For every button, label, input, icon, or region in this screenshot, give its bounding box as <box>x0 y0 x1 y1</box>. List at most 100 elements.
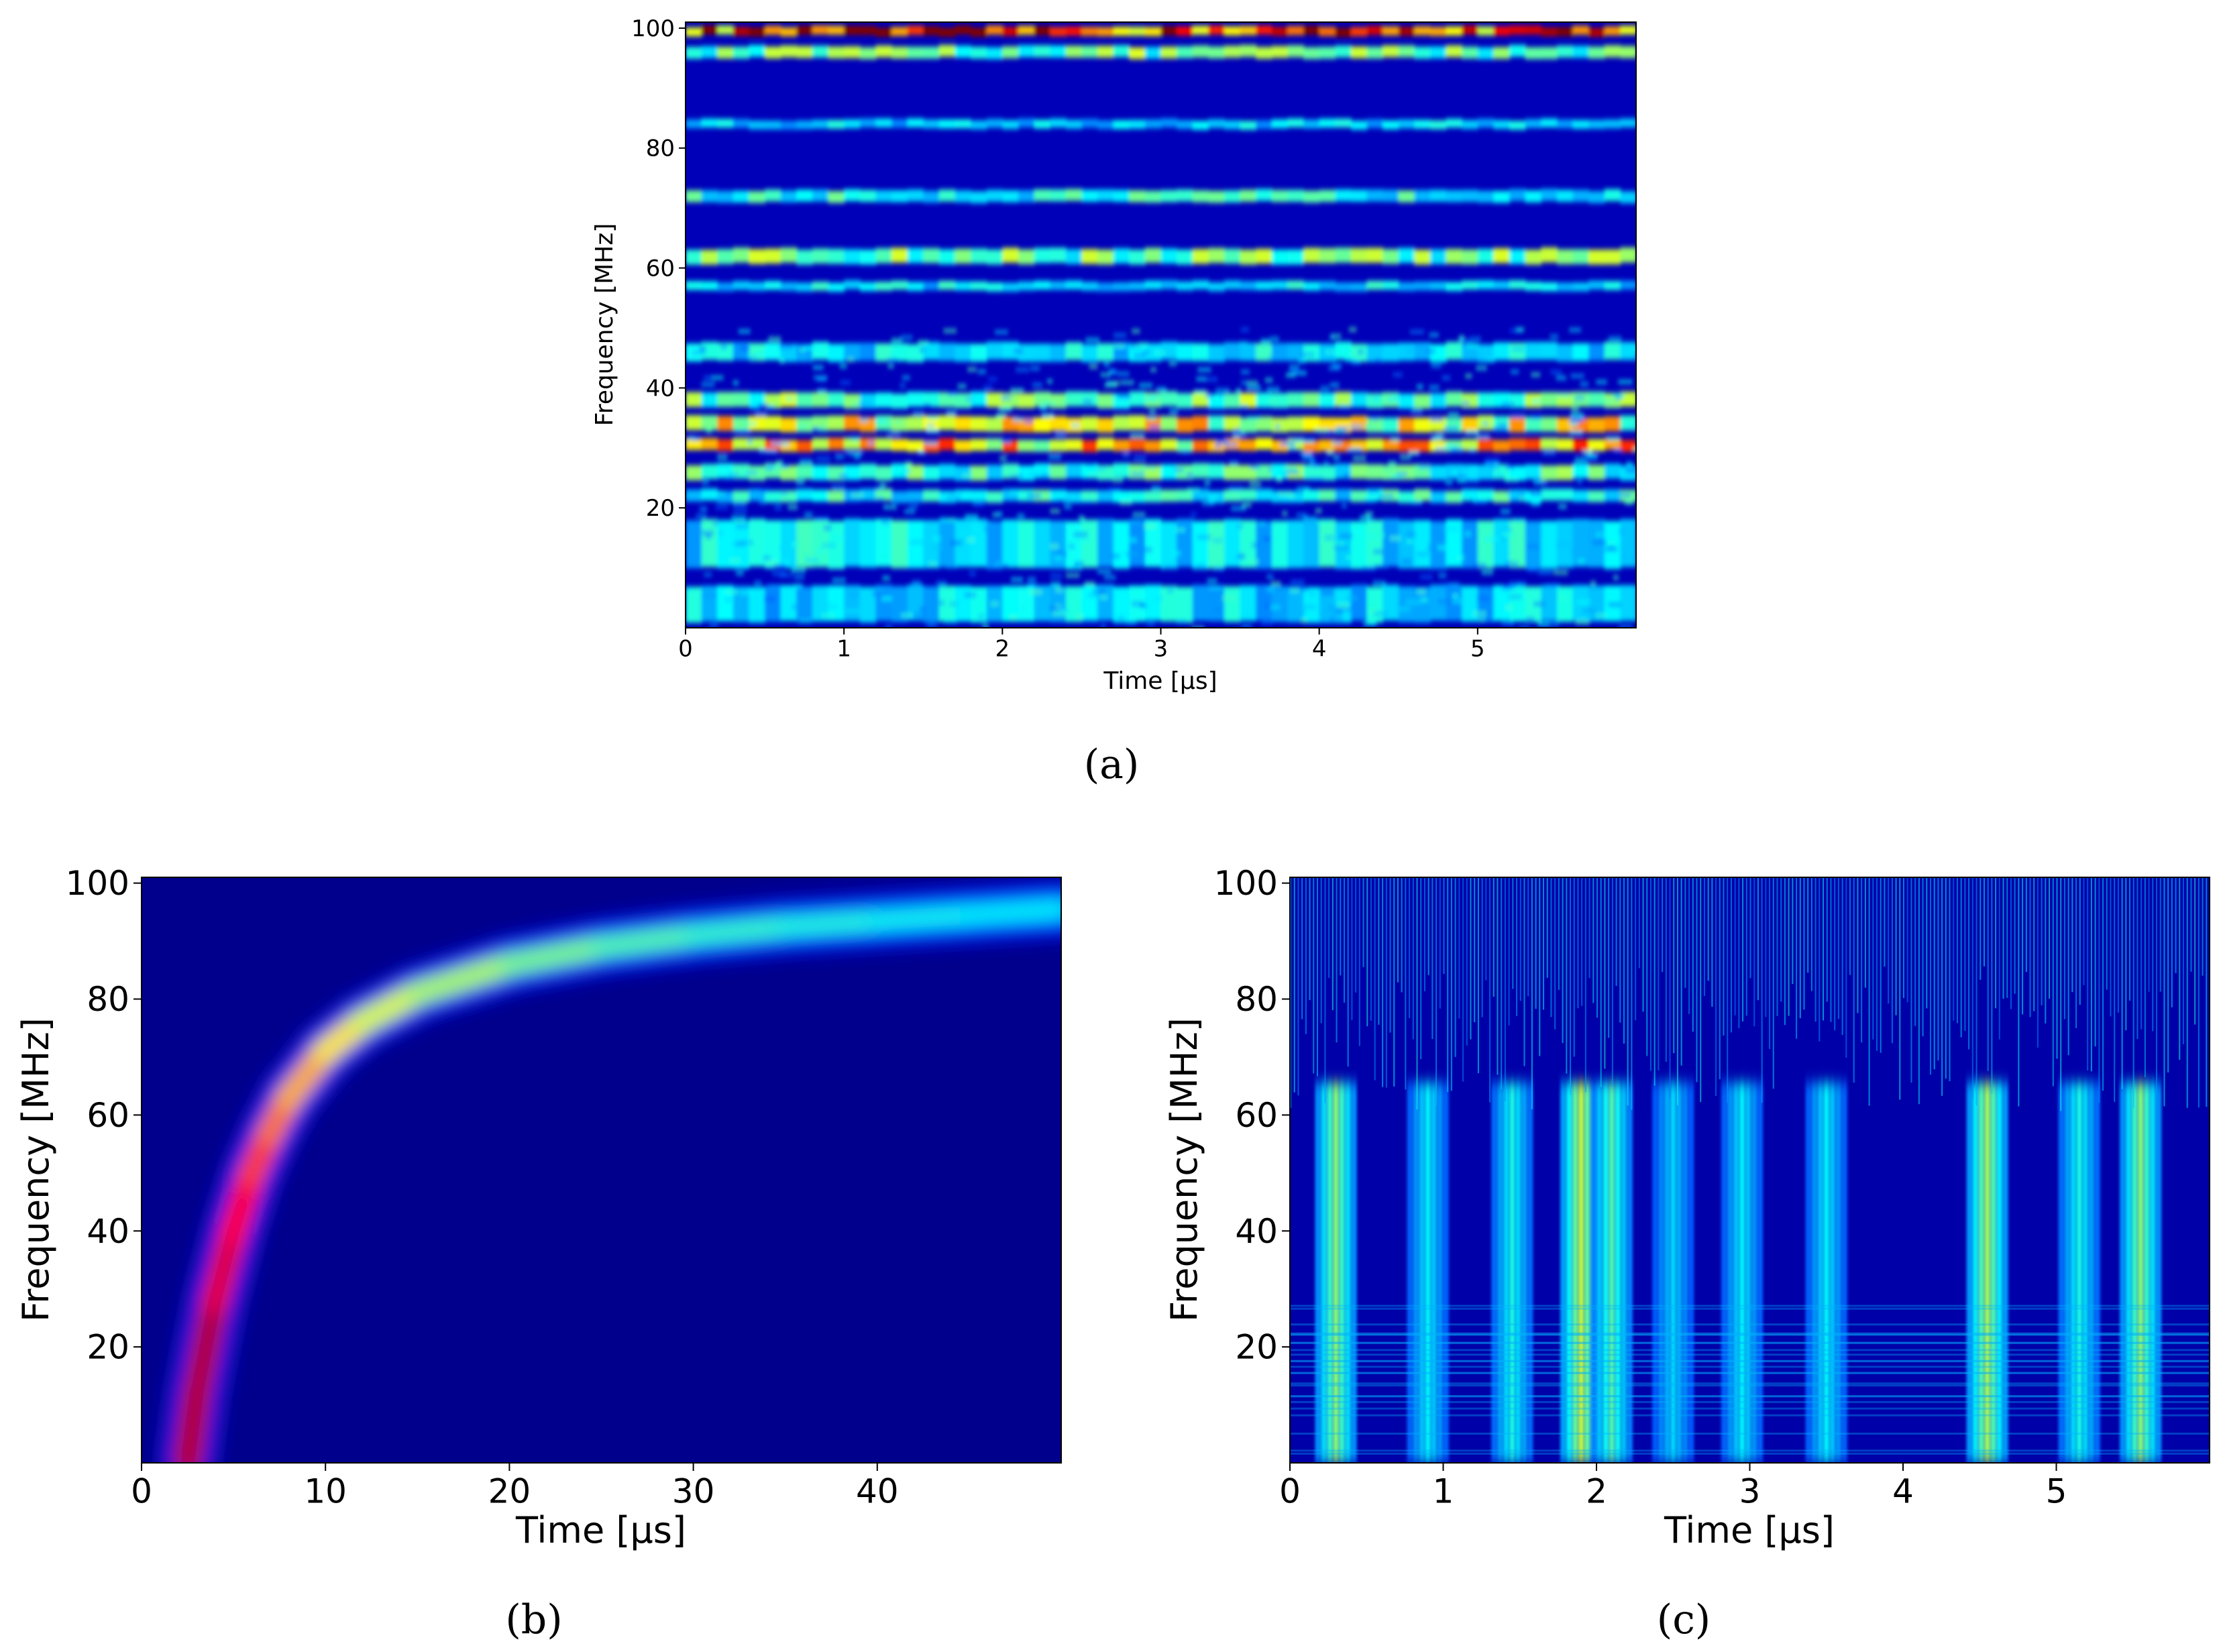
band-segment-a <box>780 27 798 37</box>
y-tick-label-b: 80 <box>87 980 129 1019</box>
x-tick-label-a: 3 <box>1154 635 1169 662</box>
band-segment-a <box>1350 189 1368 202</box>
texture-speck-a <box>854 455 861 459</box>
texture-speck-a <box>839 365 847 368</box>
texture-speck-a <box>1209 586 1222 589</box>
texture-speck-a <box>1016 368 1030 372</box>
band-segment-a <box>1287 392 1305 407</box>
texture-speck-a <box>1327 607 1340 610</box>
band-segment-a <box>1541 520 1558 569</box>
texture-speck-a <box>1233 433 1246 436</box>
texture-stripe-c <box>1753 877 1755 1027</box>
texture-stripe-c <box>1427 877 1429 975</box>
texture-stripe-c <box>2033 877 2035 1011</box>
band-segment-a <box>1429 393 1447 408</box>
texture-stripe-c <box>1849 877 1851 975</box>
band-segment-a <box>717 416 734 431</box>
texture-speck-a <box>1352 457 1366 460</box>
texture-speck-a <box>939 518 946 521</box>
texture-speck-a <box>1554 571 1568 574</box>
band-segment-a <box>986 417 1004 432</box>
burst-column-c <box>1978 1082 1984 1463</box>
texture-speck-a <box>914 614 926 618</box>
x-axis-label-c: Time [μs] <box>1664 1509 1835 1551</box>
texture-speck-a <box>1213 567 1225 570</box>
texture-speck-a <box>1556 376 1566 380</box>
texture-stripe-c <box>1884 877 1886 967</box>
burst-column-c <box>1664 1082 1670 1463</box>
band-segment-a <box>1350 27 1368 36</box>
band-segment-a <box>1366 247 1384 263</box>
texture-speck-a <box>760 489 771 492</box>
texture-speck-a <box>1505 562 1518 565</box>
band-segment-a <box>765 25 781 35</box>
texture-stripe-c <box>1757 877 1759 1001</box>
burst-column-c <box>1431 1082 1437 1463</box>
texture-stripe-c <box>1788 877 1790 1016</box>
texture-speck-a <box>1420 575 1433 579</box>
texture-speck-a <box>874 486 883 490</box>
y-tick-label-b: 100 <box>66 864 129 903</box>
band-segment-a <box>1002 586 1019 622</box>
texture-stripe-c <box>1857 877 1859 1013</box>
texture-speck-a <box>739 346 750 349</box>
band-segment-a <box>733 392 750 407</box>
texture-stripe-c <box>1435 877 1438 1106</box>
band-segment-a <box>796 282 813 292</box>
band-segment-a <box>1271 119 1289 129</box>
texture-speck-a <box>1531 415 1542 419</box>
band-segment-a <box>1050 586 1067 622</box>
band-segment-a <box>1509 438 1526 451</box>
band-segment-a <box>1081 119 1099 128</box>
texture-speck-a <box>1126 552 1138 555</box>
texture-stripe-c <box>1351 877 1353 1021</box>
texture-speck-a <box>936 582 947 585</box>
band-segment-a <box>796 440 813 453</box>
band-segment-a <box>1477 520 1495 569</box>
texture-line-c <box>1290 1382 2210 1385</box>
y-tick-label-b: 40 <box>87 1212 129 1251</box>
band-segment-a <box>1113 520 1130 569</box>
texture-speck-a <box>1373 612 1387 616</box>
band-segment-a <box>1525 438 1542 451</box>
band-segment-a <box>1604 416 1621 432</box>
texture-speck-a <box>771 442 783 445</box>
band-segment-a <box>1335 392 1352 407</box>
texture-speck-a <box>1167 589 1174 592</box>
band-segment-a <box>1398 190 1415 203</box>
texture-speck-a <box>817 389 827 392</box>
texture-speck-a <box>1531 502 1541 506</box>
band-segment-a <box>828 343 845 362</box>
texture-stripe-c <box>1937 877 1939 1061</box>
texture-speck-a <box>1320 386 1330 390</box>
band-segment-a <box>1097 393 1114 408</box>
band-segment-a <box>1256 120 1272 129</box>
texture-speck-a <box>849 593 860 596</box>
texture-line-c <box>1290 1341 2210 1344</box>
texture-speck-a <box>718 531 724 535</box>
y-tick-label-b: 60 <box>87 1096 129 1135</box>
band-segment-a <box>875 465 893 481</box>
texture-speck-a <box>1084 582 1095 586</box>
texture-speck-a <box>1024 419 1033 423</box>
band-segment-a <box>1160 438 1178 451</box>
band-segment-a <box>1065 463 1083 479</box>
texture-stripe-c <box>2159 877 2161 992</box>
band-segment-a <box>1620 280 1636 290</box>
texture-speck-a <box>1085 338 1100 341</box>
texture-stripe-c <box>1320 877 1322 1024</box>
band-segment-a <box>986 25 1004 35</box>
texture-stripe-c <box>1830 877 1832 1022</box>
band-segment-a <box>986 490 1004 503</box>
band-segment-a <box>1144 247 1162 263</box>
band-segment-a <box>828 437 845 450</box>
texture-speck-a <box>738 330 751 333</box>
texture-speck-a <box>817 549 824 553</box>
band-segment-a <box>1303 489 1320 502</box>
band-segment-a <box>1446 491 1463 504</box>
texture-speck-a <box>1460 498 1470 501</box>
texture-speck-a <box>1393 394 1401 397</box>
x-tick-label-c: 1 <box>1433 1472 1454 1511</box>
band-segment-a <box>828 415 845 431</box>
texture-stripe-c <box>1409 877 1411 1018</box>
